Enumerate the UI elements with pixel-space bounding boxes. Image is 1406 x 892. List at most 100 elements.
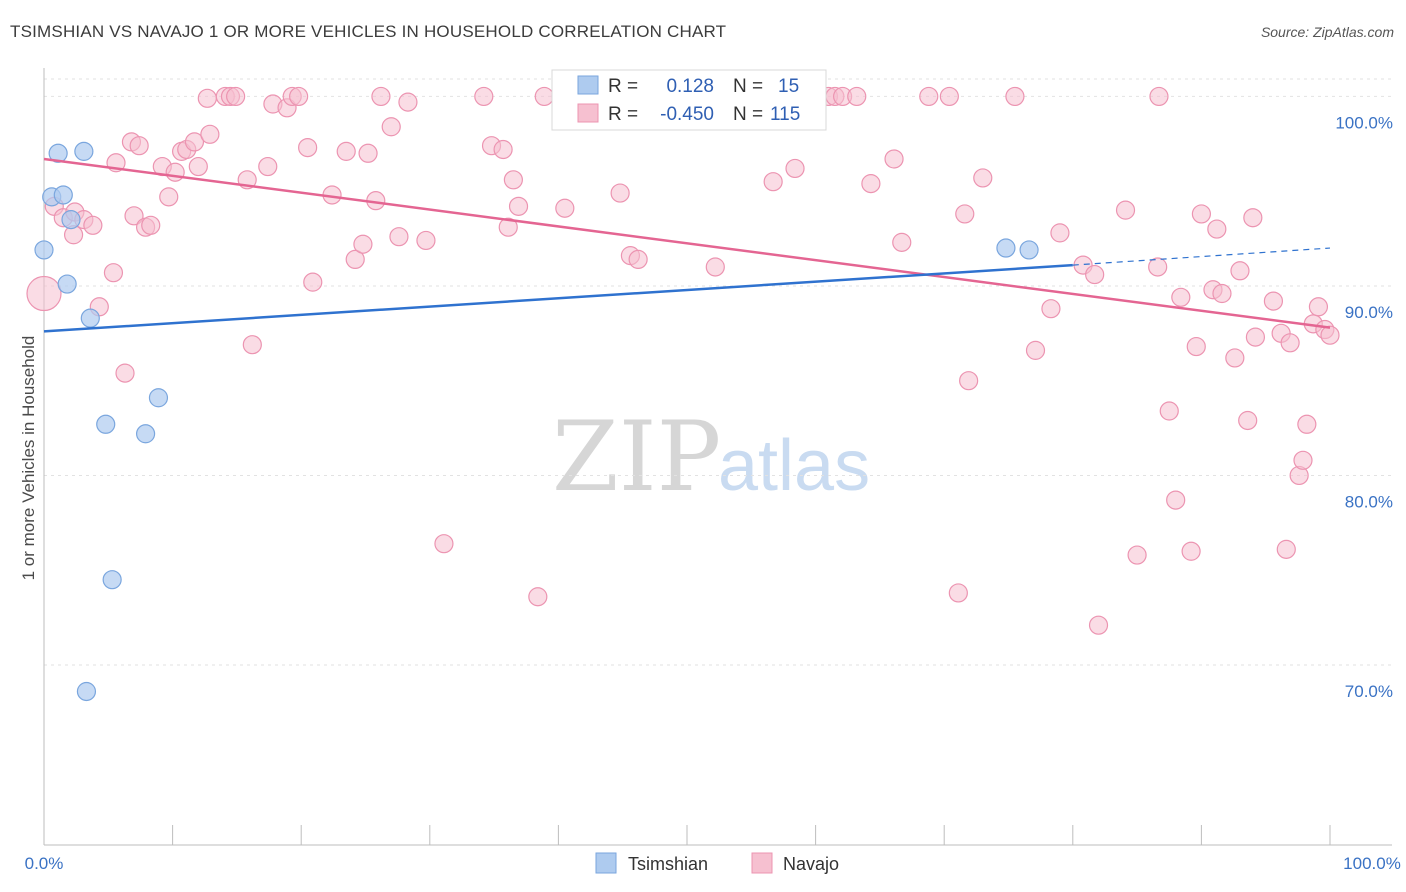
navajo-point xyxy=(197,88,217,108)
tsimshian-point xyxy=(135,424,156,444)
navajo-point xyxy=(124,206,144,226)
navajo-point xyxy=(973,168,993,188)
tsimshian-trend-extension xyxy=(1072,247,1331,266)
navajo-point xyxy=(785,158,805,179)
navajo-point xyxy=(103,263,124,283)
legend-swatch-navajo xyxy=(577,103,599,123)
navajo-point xyxy=(1181,541,1201,561)
navajo-point xyxy=(389,227,409,247)
tsimshian-point xyxy=(53,185,73,205)
navajo-point xyxy=(919,86,939,107)
navajo-point xyxy=(398,92,418,112)
navajo-point xyxy=(1050,223,1070,243)
x-axis-ticks xyxy=(43,825,1331,845)
legend-swatch-tsimshian xyxy=(577,75,599,95)
navajo-points xyxy=(26,86,1340,635)
navajo-point xyxy=(1088,615,1109,635)
watermark-atlas: atlas xyxy=(718,426,870,506)
legend-r-label-2: R = xyxy=(608,104,638,125)
navajo-point xyxy=(528,587,548,607)
legend-n-label-2: N = xyxy=(733,104,763,125)
tsimshian-point xyxy=(48,143,68,163)
navajo-point xyxy=(1191,204,1212,224)
navajo-point xyxy=(948,583,968,603)
correlation-legend: R = 0.128 N = 15 R = -0.450 N = 115 xyxy=(551,69,827,131)
navajo-point xyxy=(200,124,220,144)
navajo-point xyxy=(115,363,135,383)
navajo-point xyxy=(242,335,262,355)
tsimshian-point xyxy=(96,414,116,434)
tsimshian-point xyxy=(57,274,77,294)
tsimshian-point xyxy=(61,210,81,230)
chart-source: Source: ZipAtlas.com xyxy=(1260,24,1394,40)
navajo-point xyxy=(129,136,149,156)
navajo-point xyxy=(258,156,278,177)
gridlines xyxy=(44,78,1392,666)
tsimshian-point xyxy=(996,238,1016,258)
tsimshian-point xyxy=(1019,240,1039,260)
navajo-point xyxy=(959,371,979,391)
navajo-point xyxy=(1166,490,1186,510)
navajo-point xyxy=(884,149,904,169)
navajo-point xyxy=(1085,264,1105,285)
navajo-point xyxy=(141,215,161,235)
navajo-point xyxy=(1238,410,1258,431)
y-tick-label: 80.0% xyxy=(1345,492,1393,511)
navajo-point xyxy=(381,117,401,137)
x-tick-label-min: 0.0% xyxy=(25,854,64,873)
navajo-point xyxy=(1230,261,1250,281)
navajo-point xyxy=(1159,401,1179,421)
navajo-point xyxy=(1225,348,1245,368)
navajo-point xyxy=(1149,86,1169,107)
tsimshian-points xyxy=(34,141,1039,702)
y-tick-label: 70.0% xyxy=(1345,682,1393,701)
navajo-point xyxy=(1308,297,1329,317)
bottom-legend-tsimshian: Tsimshian xyxy=(628,854,708,874)
navajo-point xyxy=(371,86,391,107)
navajo-point xyxy=(188,156,208,177)
navajo-point xyxy=(939,86,959,107)
navajo-point xyxy=(1186,336,1206,357)
bottom-legend-navajo: Navajo xyxy=(783,854,839,874)
navajo-point xyxy=(1212,283,1232,304)
navajo-point xyxy=(705,257,725,277)
navajo-point xyxy=(345,249,365,270)
navajo-point xyxy=(1320,325,1340,345)
navajo-point xyxy=(1297,414,1317,434)
y-tick-label: 90.0% xyxy=(1345,303,1393,322)
y-tick-label: 100.0% xyxy=(1335,113,1393,132)
legend-n-label-1: N = xyxy=(733,76,763,97)
navajo-trend-line xyxy=(43,157,1331,329)
navajo-point xyxy=(861,174,881,194)
navajo-point xyxy=(26,275,62,312)
navajo-point xyxy=(628,249,648,270)
navajo-point xyxy=(508,196,529,216)
navajo-point xyxy=(1263,291,1284,311)
series-legend: Tsimshian Navajo xyxy=(595,852,839,874)
tsimshian-trend-line xyxy=(43,263,1073,333)
navajo-point xyxy=(434,534,454,554)
navajo-point xyxy=(498,217,518,237)
navajo-point xyxy=(336,141,356,161)
navajo-point xyxy=(610,183,630,203)
navajo-point xyxy=(358,143,378,163)
navajo-point xyxy=(303,272,323,292)
bottom-legend-swatch-tsimshian xyxy=(595,852,617,874)
navajo-point xyxy=(474,86,494,107)
tsimshian-point xyxy=(74,141,94,161)
watermark-zip: ZIP xyxy=(552,401,721,513)
navajo-point xyxy=(165,162,185,182)
navajo-point xyxy=(1127,545,1147,565)
legend-r-label-1: R = xyxy=(608,76,638,97)
tsimshian-point xyxy=(80,308,100,328)
y-tick-labels: 70.0% 80.0% 90.0% 100.0% xyxy=(1335,113,1393,701)
navajo-point xyxy=(763,172,783,192)
navajo-point xyxy=(298,137,318,158)
legend-r-value-2: -0.450 xyxy=(660,104,714,125)
navajo-point xyxy=(892,232,912,252)
navajo-point xyxy=(1041,299,1061,319)
navajo-point xyxy=(83,215,103,235)
navajo-point xyxy=(1293,450,1313,470)
tsimshian-point xyxy=(76,681,97,702)
